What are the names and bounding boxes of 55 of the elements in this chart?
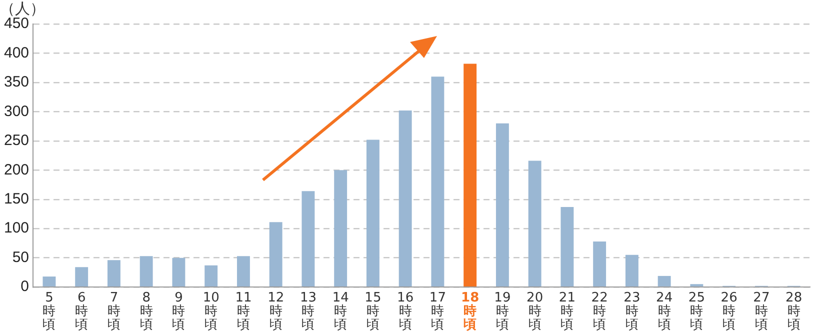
x-tick-label: 11時頃 bbox=[235, 290, 252, 333]
y-tick-label: 150 bbox=[4, 190, 30, 208]
bar bbox=[398, 110, 412, 286]
bar bbox=[658, 276, 671, 286]
bar bbox=[269, 222, 282, 286]
bar bbox=[366, 140, 380, 286]
x-tick-label: 18時頃 bbox=[461, 290, 480, 333]
bar bbox=[140, 256, 153, 286]
bar bbox=[236, 256, 250, 286]
x-tick-label: 15時頃 bbox=[364, 290, 382, 333]
bar bbox=[204, 265, 218, 286]
bar bbox=[593, 241, 606, 286]
y-tick-label: 200 bbox=[4, 161, 30, 178]
y-tick-label: 400 bbox=[4, 44, 30, 62]
x-tick-label: 19時頃 bbox=[494, 290, 511, 333]
bar bbox=[75, 267, 88, 286]
y-tick-label: 250 bbox=[4, 132, 30, 150]
x-tick-label: 22時頃 bbox=[591, 290, 608, 333]
bar bbox=[107, 260, 120, 286]
y-tick-label: 300 bbox=[4, 102, 30, 120]
bar bbox=[464, 64, 477, 286]
y-tick-label: 0 bbox=[20, 278, 30, 296]
bar bbox=[302, 191, 315, 286]
bar bbox=[42, 276, 56, 286]
x-tick-label: 14時頃 bbox=[332, 290, 349, 333]
x-tick-label: 7時頃 bbox=[107, 290, 120, 333]
y-tick-label: 350 bbox=[4, 74, 30, 91]
x-tick-label: 27時頃 bbox=[753, 290, 770, 333]
x-tick-label: 23時頃 bbox=[624, 290, 640, 333]
y-tick-label: 100 bbox=[4, 220, 30, 237]
x-tick-label: 13時頃 bbox=[300, 290, 316, 333]
y-tick-label: 450 bbox=[4, 15, 30, 32]
x-tick-label: 17時頃 bbox=[429, 290, 446, 333]
bar bbox=[560, 206, 574, 286]
x-tick-label: 5時頃 bbox=[42, 290, 56, 333]
bar bbox=[528, 160, 542, 286]
bar bbox=[496, 123, 509, 286]
bar bbox=[431, 76, 444, 286]
bar bbox=[172, 258, 186, 286]
x-tick-label: 6時頃 bbox=[75, 290, 88, 333]
x-tick-label: 28時頃 bbox=[786, 290, 802, 333]
x-tick-label: 24時頃 bbox=[656, 290, 673, 333]
x-tick-label: 21時頃 bbox=[558, 290, 576, 333]
bar bbox=[625, 254, 638, 286]
x-tick-label: 25時頃 bbox=[688, 290, 705, 333]
x-tick-label: 10時頃 bbox=[202, 290, 220, 333]
y-axis-title: （人） bbox=[0, 0, 45, 18]
x-tick-label: 20時頃 bbox=[526, 290, 544, 333]
x-tick-label: 16時頃 bbox=[397, 290, 414, 333]
bar bbox=[334, 170, 348, 286]
x-tick-label: 12時頃 bbox=[268, 290, 284, 333]
y-tick-label: 50 bbox=[12, 248, 30, 266]
x-tick-label: 9時頃 bbox=[172, 290, 186, 333]
x-tick-label: 8時頃 bbox=[140, 290, 153, 333]
x-tick-label: 26時頃 bbox=[720, 290, 738, 333]
